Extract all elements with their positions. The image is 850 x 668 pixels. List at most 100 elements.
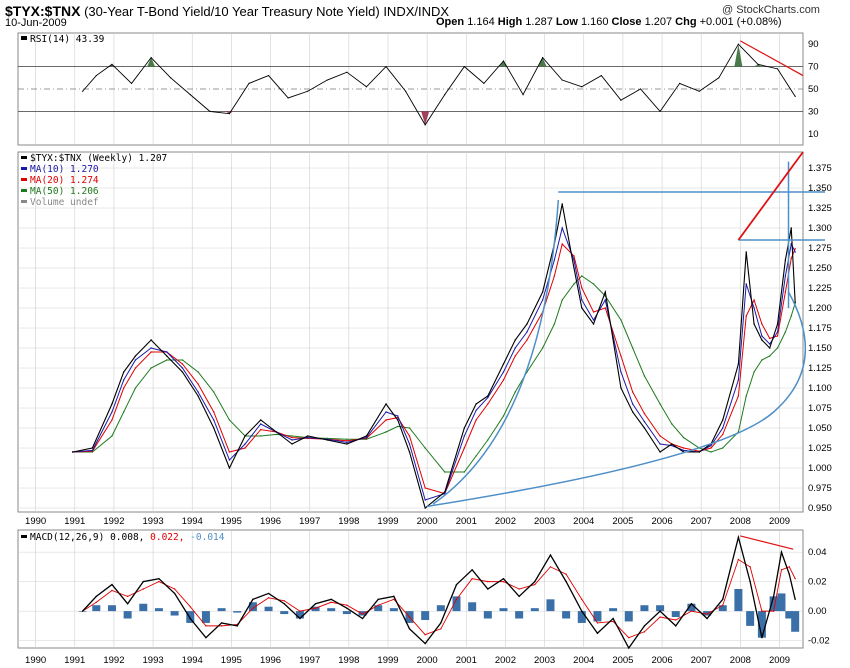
price-y-tick-label: 1.000	[808, 463, 832, 474]
macd-signal-point	[565, 573, 567, 575]
rsi-point	[581, 86, 583, 88]
rsi-point	[82, 90, 84, 92]
point-ma-10-	[197, 391, 199, 393]
x-tick-label: 1994	[182, 516, 203, 527]
point--tyx-tnx	[463, 427, 466, 429]
x-tick-label: 2002	[495, 516, 516, 527]
rsi-point	[502, 60, 505, 62]
macd-signal-point	[95, 601, 98, 603]
point-ma-10-	[244, 443, 246, 445]
macd-signal-point	[581, 598, 583, 601]
x-tick-label: 1999	[377, 516, 398, 527]
macd-macd-point	[142, 580, 144, 583]
macd-signal-point	[252, 607, 254, 609]
macd-signal-point	[267, 597, 270, 599]
rsi-point	[659, 110, 661, 112]
point-ma-20-	[424, 487, 426, 489]
point-ma-10-	[682, 449, 685, 452]
x-tick-label: 1991	[64, 516, 85, 527]
macd-signal-point	[722, 604, 724, 606]
point-ma-10-	[753, 307, 755, 309]
point--tyx-tnx	[561, 203, 563, 205]
point-ma-50-	[776, 347, 779, 349]
macd-x-tick-label: 2001	[456, 655, 477, 666]
point-ma-20-	[745, 315, 747, 317]
x-tick-label: 2008	[730, 516, 751, 527]
point--tyx-tnx	[260, 419, 262, 421]
point--tyx-tnx	[291, 443, 293, 445]
price-y-tick-label: 1.325	[808, 203, 832, 214]
point-ma-20-	[260, 428, 262, 431]
open-value: 1.164	[467, 16, 495, 28]
macd-histogram-bar	[295, 611, 304, 619]
macd-histogram-bar	[186, 611, 195, 623]
point-ma-50-	[213, 391, 215, 393]
macd-signal-point	[643, 631, 646, 633]
point-ma-50-	[573, 283, 575, 285]
x-tick-label: 2004	[573, 516, 594, 527]
macd-macd-point	[111, 583, 113, 586]
macd-signal-point	[749, 566, 751, 568]
macd-signal-point	[220, 625, 223, 627]
rsi-point	[209, 110, 211, 112]
macd-histogram-bar	[201, 611, 210, 623]
close-value: 1.207	[644, 16, 673, 28]
macd-signal-point	[780, 569, 783, 571]
macd-macd-point	[220, 622, 223, 624]
point-ma-20-	[111, 419, 113, 421]
low-value: 1.160	[580, 16, 609, 28]
point-ma-10-	[620, 371, 622, 373]
macd-histogram-bar	[777, 593, 786, 612]
macd-x-tick-label: 1990	[25, 655, 46, 666]
rsi-overbought-fill	[538, 57, 547, 67]
point-ma-10-	[444, 492, 446, 495]
rsi-point	[737, 43, 739, 45]
macd-signal-point	[111, 589, 113, 592]
macd-macd-point	[659, 610, 661, 612]
macd-histogram-bar	[640, 605, 649, 612]
point-ma-10-	[794, 251, 796, 253]
rsi-point	[385, 66, 387, 68]
macd-x-tick-label: 2002	[495, 655, 516, 666]
macd-macd-point	[596, 632, 599, 634]
rsi-point	[228, 113, 231, 115]
point-ma-10-	[408, 443, 411, 445]
point--tyx-tnx	[475, 403, 477, 405]
price-legend-item: MA(20) 1.274	[30, 175, 99, 186]
macd-macd-point	[267, 592, 270, 595]
rsi-point	[698, 90, 700, 92]
rsi-point	[757, 63, 759, 65]
price-legend-swatch	[21, 167, 27, 170]
point-ma-50-	[346, 438, 348, 440]
price-panel-frame	[17, 151, 804, 513]
point-ma-20-	[526, 339, 528, 341]
point--tyx-tnx	[326, 439, 329, 441]
point-ma-50-	[123, 411, 125, 413]
point-ma-20-	[123, 387, 125, 389]
point-ma-50-	[166, 359, 168, 361]
point-ma-20-	[487, 403, 489, 405]
point-ma-50-	[475, 455, 477, 457]
point-ma-50-	[710, 451, 712, 453]
macd-macd-point	[780, 551, 783, 553]
point-ma-10-	[123, 379, 125, 381]
point-ma-50-	[502, 415, 505, 417]
point-ma-20-	[408, 435, 411, 437]
point-ma-10-	[776, 331, 779, 333]
macd-signal-point	[424, 634, 426, 636]
point--tyx-tnx	[197, 395, 199, 397]
point-ma-50-	[553, 323, 556, 325]
point-ma-10-	[659, 443, 661, 445]
point--tyx-tnx	[604, 291, 606, 293]
x-tick-label: 2003	[534, 516, 555, 527]
rsi-y-tick-label: 90	[808, 39, 819, 50]
point-ma-10-	[166, 351, 168, 353]
point-ma-10-	[228, 459, 231, 461]
point--tyx-tnx	[134, 355, 137, 357]
point--tyx-tnx	[722, 419, 724, 421]
macd-signal-point	[737, 558, 740, 561]
point-ma-20-	[659, 435, 661, 437]
rsi-point	[776, 68, 779, 70]
rsi-point	[326, 79, 328, 81]
